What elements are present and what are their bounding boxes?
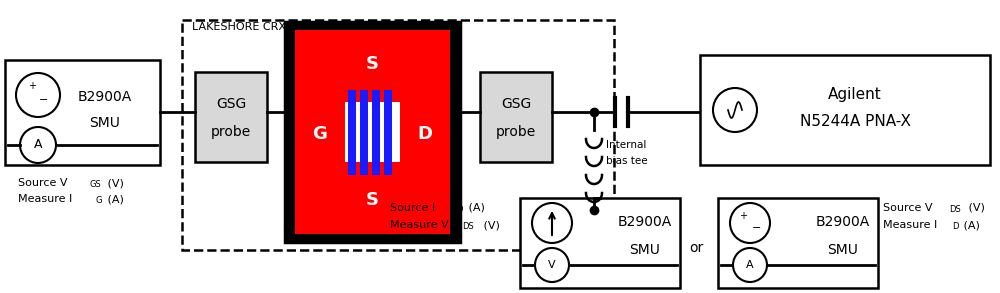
Text: A: A [34,139,42,151]
Bar [295,162,450,234]
Text: Measure V: Measure V [390,220,449,230]
Text: −: − [39,95,49,105]
Text: or: or [689,241,703,255]
Circle shape [535,248,569,282]
Text: G: G [313,125,327,143]
Bar [5,60,160,165]
Text: probe: probe [211,125,251,139]
Bar [348,90,356,175]
Bar [295,102,345,162]
Text: DS: DS [949,205,961,214]
Bar [360,90,368,175]
Circle shape [16,73,60,117]
Text: B2900A: B2900A [816,215,870,229]
Text: (V): (V) [480,220,500,230]
Circle shape [730,203,770,243]
Text: DS: DS [462,222,474,231]
Text: GS: GS [89,180,101,189]
Text: D: D [952,222,958,231]
Text: V: V [548,260,556,270]
Text: SMU: SMU [90,116,120,130]
Text: Source V: Source V [18,178,68,188]
Text: B2900A: B2900A [78,90,132,104]
Bar [718,198,878,288]
Bar [700,55,990,165]
Text: LAKESHORE CRX-VF: LAKESHORE CRX-VF [192,22,303,32]
Bar [384,90,392,175]
Circle shape [733,248,767,282]
Bar [195,72,267,162]
Text: GSG: GSG [501,97,531,111]
Text: A: A [746,260,754,270]
Text: S: S [366,191,378,209]
Text: B2900A: B2900A [618,215,672,229]
Text: S: S [366,55,378,73]
Text: Source I: Source I [390,203,435,213]
Text: (A): (A) [104,194,124,204]
Text: −: − [752,223,762,233]
Text: +: + [28,81,36,91]
Text: N5244A PNA-X: N5244A PNA-X [800,115,910,130]
Text: Source V: Source V [883,203,932,213]
Text: (A): (A) [960,220,980,230]
Bar [295,30,450,102]
Text: bias tee: bias tee [606,156,648,166]
Text: (A): (A) [465,203,485,213]
Text: D: D [418,125,432,143]
Bar [400,102,450,162]
Text: (V): (V) [104,178,124,188]
Text: SMU: SMU [630,243,660,257]
Bar [372,90,380,175]
Text: SMU: SMU [828,243,858,257]
Bar [480,72,552,162]
Text: Agilent: Agilent [828,88,882,103]
Bar [285,22,460,242]
Text: Internal: Internal [606,140,646,150]
Circle shape [20,127,56,163]
Text: +: + [739,211,747,221]
Bar [520,198,680,288]
Text: D: D [456,205,462,214]
Text: GSG: GSG [216,97,246,111]
Circle shape [532,203,572,243]
Text: G: G [95,196,102,205]
Text: probe: probe [496,125,536,139]
Text: Measure I: Measure I [883,220,937,230]
Bar [182,20,614,250]
Bar [345,102,400,162]
Circle shape [713,88,757,132]
Text: Measure I: Measure I [18,194,72,204]
Text: (V): (V) [965,203,985,213]
